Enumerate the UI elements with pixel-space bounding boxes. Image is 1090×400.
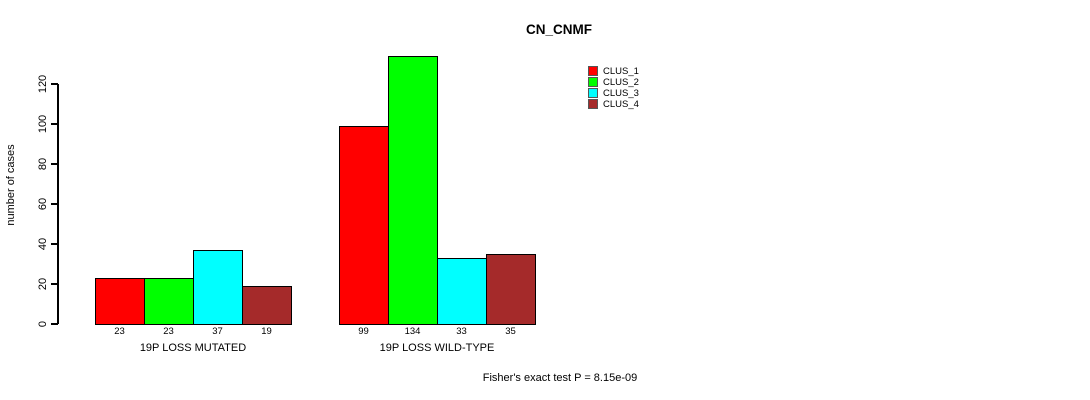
bar-clus_4-group1 — [242, 286, 292, 325]
y-axis-tick — [51, 163, 58, 165]
legend-label-clus_3: CLUS_3 — [603, 87, 639, 99]
bar-clus_3-group1 — [193, 250, 243, 325]
y-axis-tick-label: 100 — [37, 114, 49, 134]
bar-clus_4-group2 — [486, 254, 536, 325]
y-axis-tick — [51, 283, 58, 285]
y-axis-tick — [51, 83, 58, 85]
annotation-fishers-test: Fisher's exact test P = 8.15e-09 — [482, 372, 638, 384]
legend-label-clus_1: CLUS_1 — [603, 65, 639, 77]
y-axis-tick — [51, 123, 58, 125]
chart-title: CN_CNMF — [526, 22, 592, 37]
y-axis-tick-label: 120 — [37, 74, 49, 94]
x-category-label: 19P LOSS WILD-TYPE — [379, 342, 495, 354]
bar-value-label: 23 — [114, 326, 125, 337]
bar-value-label: 134 — [404, 326, 421, 337]
x-category-label: 19P LOSS MUTATED — [139, 342, 247, 354]
bar-value-label: 19 — [261, 326, 272, 337]
bar-value-label: 33 — [456, 326, 467, 337]
y-axis-tick — [51, 243, 58, 245]
bar-clus_1-group1 — [95, 278, 145, 325]
y-axis-tick-label: 60 — [37, 197, 49, 211]
bar-clus_1-group2 — [339, 126, 389, 325]
y-axis-tick-label: 40 — [37, 237, 49, 251]
bar-clus_2-group1 — [144, 278, 194, 325]
legend-swatch-clus_3 — [588, 88, 598, 98]
bar-clus_3-group2 — [437, 258, 487, 325]
legend-swatch-clus_1 — [588, 66, 598, 76]
legend-swatch-clus_2 — [588, 77, 598, 87]
bar-clus_2-group2 — [388, 56, 438, 325]
legend-label-clus_2: CLUS_2 — [603, 76, 639, 88]
y-axis-tick-label: 0 — [37, 320, 49, 328]
y-axis-tick — [51, 323, 58, 325]
bar-value-label: 37 — [212, 326, 223, 337]
y-axis-tick — [51, 203, 58, 205]
legend-label-clus_4: CLUS_4 — [603, 98, 639, 110]
bar-value-label: 99 — [358, 326, 369, 337]
y-axis-tick-label: 80 — [37, 157, 49, 171]
y-axis-tick-label: 20 — [37, 277, 49, 291]
bar-value-label: 35 — [505, 326, 516, 337]
bar-value-label: 23 — [163, 326, 174, 337]
legend-swatch-clus_4 — [588, 99, 598, 109]
